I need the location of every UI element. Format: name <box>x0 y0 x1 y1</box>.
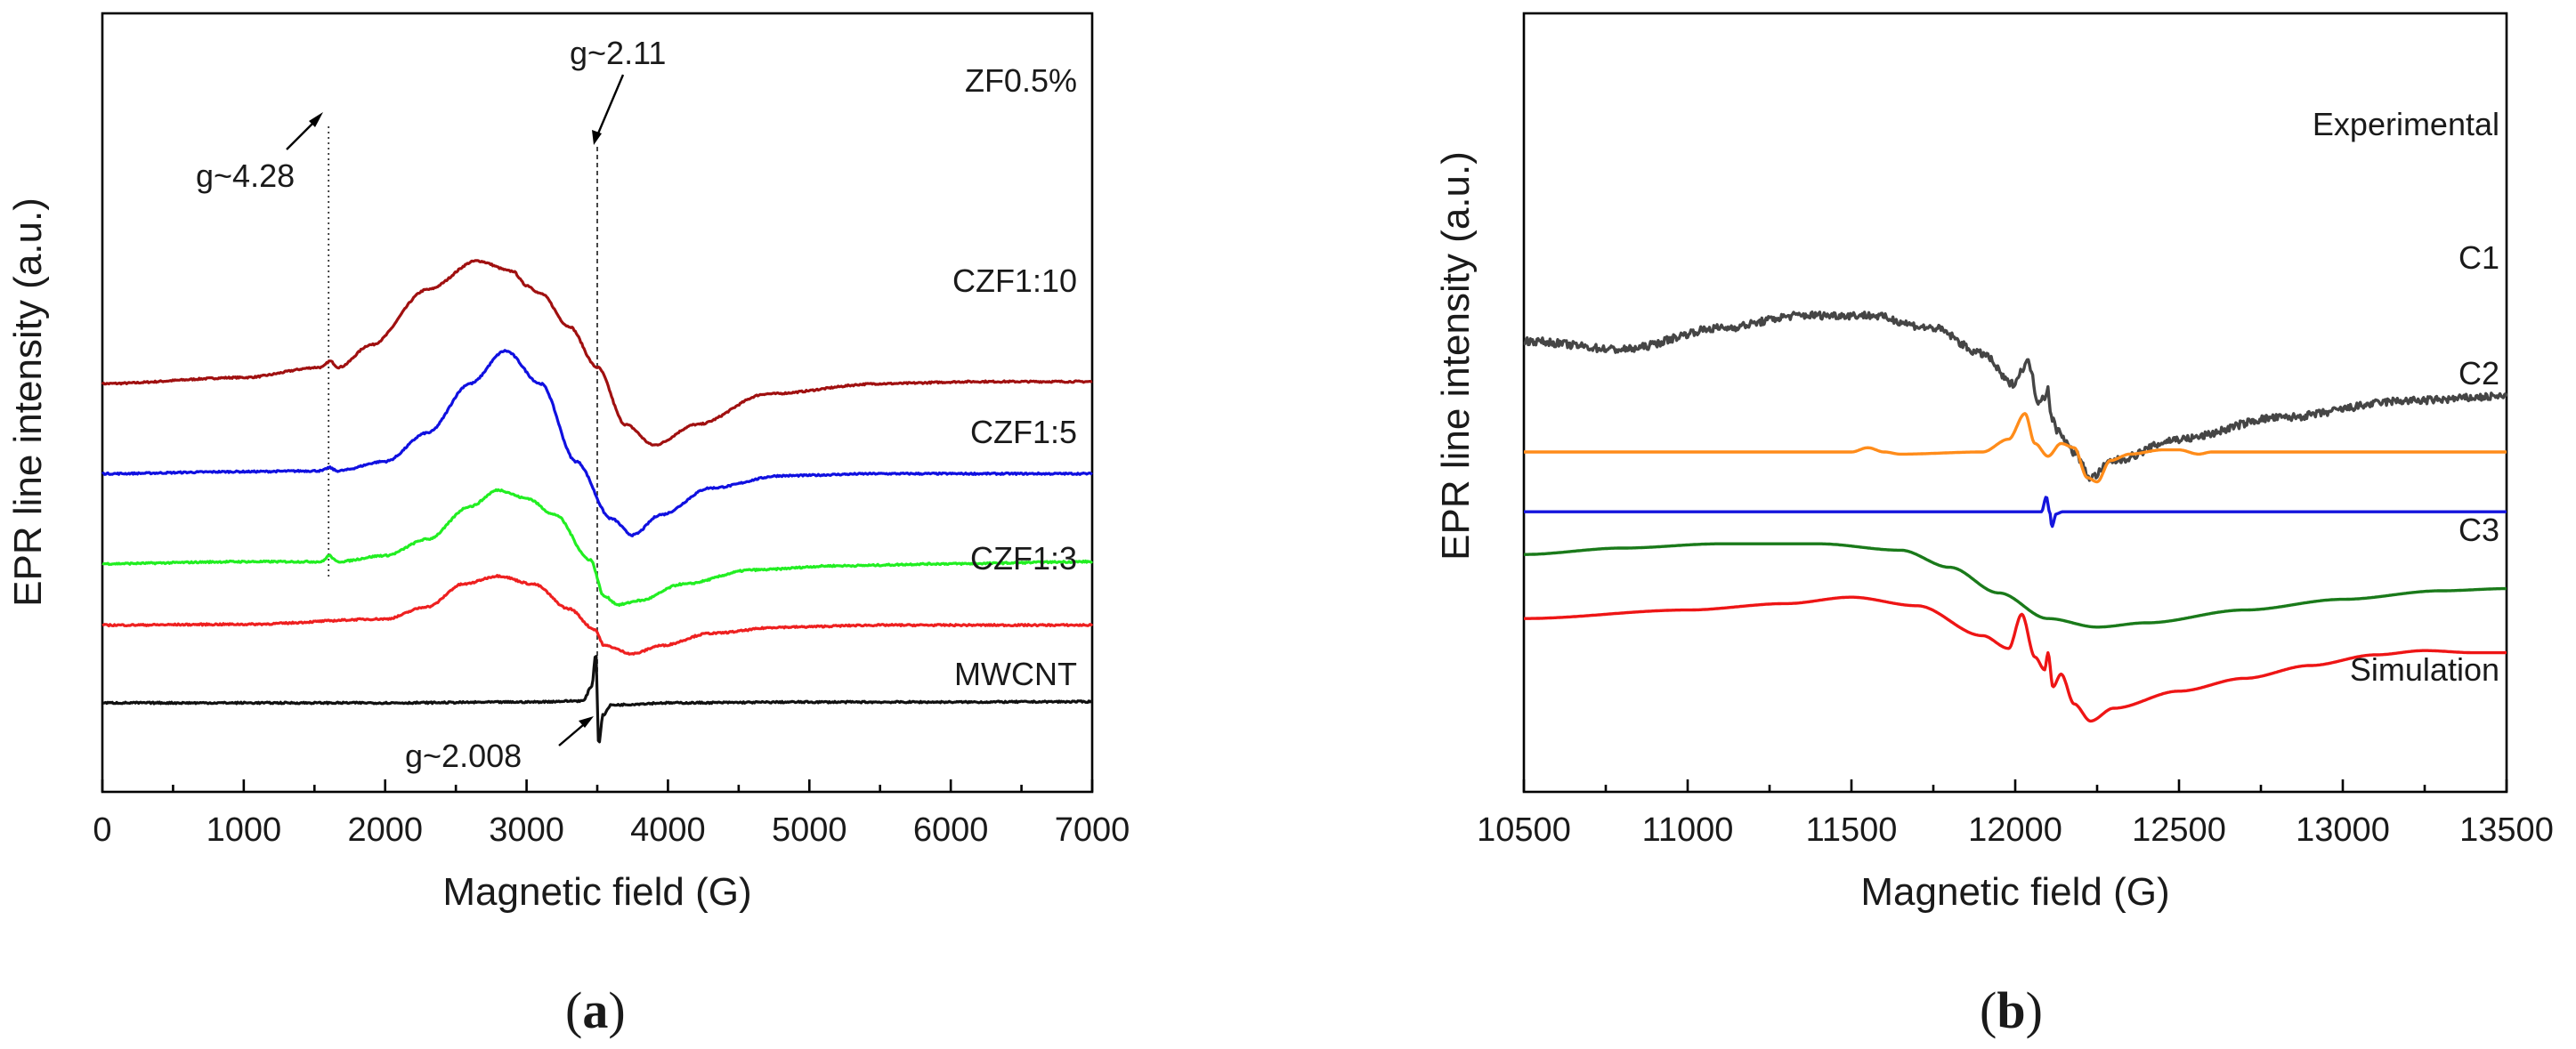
annotation-g428: g~4.28 <box>196 112 323 194</box>
series-label-czf1-10: CZF1:10 <box>952 262 1077 299</box>
annotation-g2008-text: g~2.008 <box>405 738 522 774</box>
x-tick-label: 11500 <box>1806 811 1898 849</box>
x-ticks-a: 0 1000 2000 3000 4000 5000 6000 7000 <box>93 779 1130 849</box>
panel-label-b: (b) <box>1980 981 2043 1039</box>
panel-a: 0 1000 2000 3000 4000 5000 6000 7000 Magnetic f… <box>6 12 1130 1039</box>
series-label-c1: C1 <box>2459 239 2499 276</box>
x-tick-label: 12500 <box>2132 811 2226 849</box>
panel-b: 10500 11000 11500 12000 12500 13000 13500 Magn… <box>1434 12 2554 1039</box>
series-line-c3 <box>1523 542 2507 629</box>
x-tick-label: 10500 <box>1477 811 1571 849</box>
series-line-zf0-5 <box>101 259 1093 447</box>
annotation-g428-arrowhead <box>309 112 323 127</box>
series-label-c3: C3 <box>2459 512 2499 548</box>
x-tick-label: 1000 <box>207 811 282 849</box>
x-tick-label: 0 <box>93 811 111 849</box>
x-tick-label: 4000 <box>630 811 706 849</box>
x-tick-label: 6000 <box>913 811 989 849</box>
x-tick-label: 2000 <box>347 811 423 849</box>
x-tick-label: 3000 <box>489 811 564 849</box>
series-label-experimental: Experimental <box>2313 106 2499 142</box>
annotation-g428-arrow <box>286 122 314 150</box>
series-line-mwcnt <box>101 655 1093 744</box>
panel-label-a: (a) <box>565 981 626 1039</box>
annotation-g211-arrowhead <box>592 130 602 145</box>
annotation-g2008-arrow <box>558 724 584 746</box>
guide-lines-a <box>328 126 598 694</box>
series-label-zf: ZF0.5% <box>965 62 1077 99</box>
panel-letter-a: a <box>582 981 608 1039</box>
x-tick-label: 12000 <box>1968 811 2062 849</box>
x-ticks-b: 10500 11000 11500 12000 12500 13000 13500 <box>1477 779 2554 849</box>
series-label-c2: C2 <box>2459 355 2499 391</box>
annotation-g2008: g~2.008 <box>405 716 594 774</box>
series-line-c1 <box>1523 412 2507 484</box>
annotation-g211-text: g~2.11 <box>570 35 666 71</box>
series-line-simulation <box>1523 595 2507 723</box>
x-tick-label: 5000 <box>772 811 847 849</box>
x-axis-title-a: Magnetic field (G) <box>442 870 751 914</box>
series-line-experimental <box>1523 311 2508 482</box>
x-tick-label: 7000 <box>1055 811 1130 849</box>
annotation-g211-arrow <box>596 74 625 134</box>
series-line-czf1-3 <box>101 574 1094 656</box>
series-line-czf1-10 <box>101 349 1093 537</box>
series-line-c2 <box>1523 496 2507 529</box>
x-tick-label: 13500 <box>2459 811 2554 849</box>
annotation-g211: g~2.11 <box>570 35 666 145</box>
y-axis-title-b: EPR line intensity (a.u.) <box>1434 151 1478 561</box>
panel-letter-b: b <box>1997 981 2025 1039</box>
annotation-g2008-arrowhead <box>579 716 594 728</box>
series-label-czf1-3: CZF1:3 <box>970 540 1077 577</box>
x-axis-title-b: Magnetic field (G) <box>1860 870 2169 914</box>
series-group-b <box>1523 311 2508 723</box>
series-label-simulation: Simulation <box>2350 651 2499 688</box>
y-axis-title-a: EPR line intensity (a.u.) <box>6 198 50 607</box>
x-tick-label: 13000 <box>2296 811 2390 849</box>
series-label-czf1-5: CZF1:5 <box>970 414 1077 450</box>
series-line-czf1-5 <box>101 488 1094 607</box>
series-label-mwcnt: MWCNT <box>954 656 1077 692</box>
x-tick-label: 11000 <box>1642 811 1734 849</box>
annotation-g428-text: g~4.28 <box>196 157 295 194</box>
series-group-a <box>101 259 1094 744</box>
